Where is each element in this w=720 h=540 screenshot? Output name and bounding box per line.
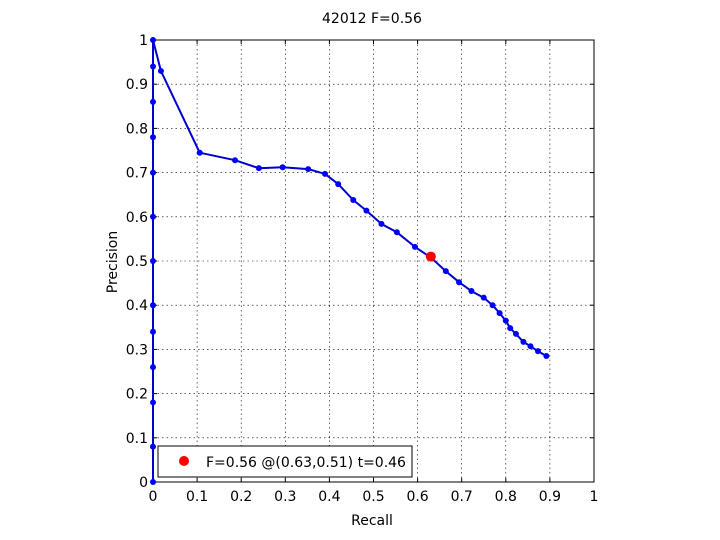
data-point	[150, 213, 156, 220]
data-point	[150, 302, 156, 309]
x-tick-label: 0.1	[186, 489, 208, 505]
data-point	[279, 164, 286, 171]
data-point	[456, 279, 463, 286]
data-point	[520, 338, 527, 345]
data-point	[502, 317, 509, 324]
legend: F=0.56 @(0.63,0.51) t=0.46	[157, 445, 413, 478]
data-point	[507, 325, 514, 332]
data-point	[150, 399, 156, 406]
data-point	[150, 443, 156, 450]
x-tick-label: 0.6	[406, 489, 428, 505]
data-point	[543, 353, 550, 360]
x-tick-label: 1	[590, 489, 599, 505]
y-tick-label: 0.1	[126, 431, 148, 447]
highlight-layer	[425, 251, 436, 262]
y-tick-labels: 0 0.1 0.2 0.3 0.4 0.5 0.6 0.7 0.8 0.9 1	[126, 33, 148, 491]
legend-marker	[179, 456, 189, 466]
data-point	[150, 169, 156, 176]
chart-title: 42012 F=0.56	[322, 11, 422, 27]
data-point	[496, 310, 503, 317]
y-tick-label: 0.6	[126, 210, 148, 226]
grid	[153, 40, 594, 482]
data-point	[350, 197, 357, 204]
x-tick-label: 0.5	[362, 489, 384, 505]
best-f-point	[425, 251, 436, 262]
data-point	[411, 243, 418, 250]
series-line	[152, 39, 547, 482]
data-point	[468, 288, 475, 295]
data-point	[150, 98, 156, 105]
data-point	[255, 165, 262, 172]
y-tick-label: 0.4	[126, 298, 148, 314]
x-tick-label: 0.3	[274, 489, 296, 505]
data-point	[480, 294, 487, 301]
x-tick-label: 0.7	[451, 489, 473, 505]
x-axis-label: Recall	[351, 513, 393, 529]
legend-label: F=0.56 @(0.63,0.51) t=0.46	[206, 455, 406, 471]
data-point	[150, 63, 156, 70]
y-tick-label: 0.2	[126, 387, 148, 403]
data-point	[378, 220, 385, 227]
y-tick-label: 0	[139, 475, 148, 491]
data-point	[442, 268, 449, 275]
series-layer	[150, 37, 550, 485]
data-point	[393, 229, 400, 236]
data-point	[489, 302, 496, 309]
data-point	[512, 330, 519, 337]
data-point	[150, 37, 156, 43]
y-tick-label: 0.5	[126, 254, 148, 270]
y-tick-label: 0.7	[126, 166, 148, 182]
x-tick-label: 0.8	[495, 489, 517, 505]
y-axis-label: Precision	[105, 231, 121, 293]
y-tick-label: 0.3	[126, 342, 148, 358]
x-tick-label: 0.2	[230, 489, 252, 505]
data-point	[157, 67, 164, 74]
data-point	[321, 170, 328, 177]
x-tick-label: 0	[149, 489, 158, 505]
data-point	[150, 258, 156, 264]
data-point	[534, 348, 541, 355]
data-point	[150, 134, 156, 141]
data-point	[335, 181, 342, 188]
y-tick-label: 0.9	[126, 77, 148, 93]
data-point	[150, 479, 156, 485]
data-point	[305, 166, 312, 173]
data-point	[232, 157, 239, 164]
y-tick-label: 1	[139, 33, 148, 49]
data-point	[527, 343, 534, 350]
x-tick-label: 0.9	[539, 489, 561, 505]
y-tick-label: 0.8	[126, 121, 148, 137]
data-point	[363, 207, 370, 214]
legend-box	[157, 445, 413, 478]
data-point	[150, 364, 156, 371]
x-tick-labels: 0 0.1 0.2 0.3 0.4 0.5 0.6 0.7 0.8 0.9 1	[149, 489, 599, 505]
x-tick-label: 0.4	[318, 489, 340, 505]
data-point	[196, 149, 203, 156]
data-point	[150, 328, 156, 335]
